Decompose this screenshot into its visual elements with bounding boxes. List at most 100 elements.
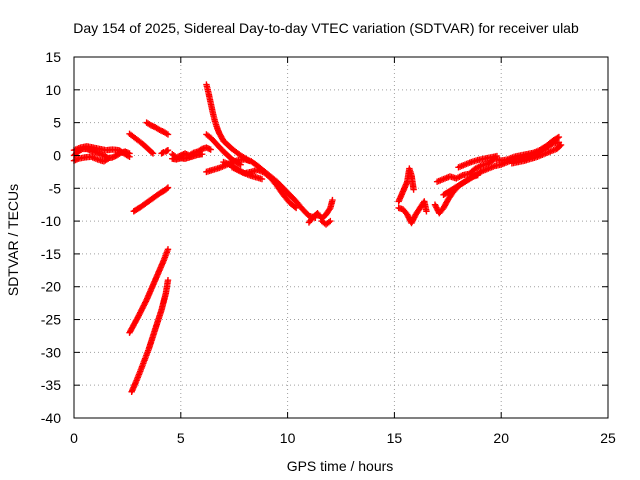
data-point: [326, 206, 333, 213]
y-tick-label: -5: [49, 180, 62, 196]
data-point: [163, 130, 170, 137]
y-tick-label: 5: [53, 115, 61, 131]
x-tick-label: 15: [387, 430, 403, 446]
data-point: [423, 208, 430, 215]
y-tick-label: -35: [41, 377, 61, 393]
data-point: [409, 218, 416, 225]
data-point: [126, 153, 133, 160]
data-point: [138, 306, 145, 314]
data-point: [404, 211, 411, 218]
data-point: [141, 300, 148, 308]
series-arc-25: [508, 141, 565, 167]
y-tick-label: 0: [53, 147, 61, 163]
series-arc-13: [203, 131, 244, 168]
y-axis-title: SDTVAR / TECUs: [5, 184, 21, 296]
series-arc-03: [70, 153, 112, 165]
series-arc-12: [203, 81, 253, 164]
data-point: [411, 214, 418, 221]
data-point: [136, 310, 143, 318]
data-point: [433, 205, 441, 213]
data-point: [235, 160, 243, 167]
series-arc-21: [433, 133, 563, 185]
data-point: [405, 214, 412, 221]
series-arc-02: [70, 143, 133, 160]
x-axis-title: GPS time / hours: [287, 458, 394, 474]
data-point: [140, 302, 147, 309]
data-point: [139, 305, 146, 312]
data-point: [135, 312, 142, 319]
series-arc-11: [169, 150, 206, 163]
series-arc-24: [455, 152, 501, 171]
y-tick-label: -40: [41, 410, 61, 426]
data-point: [163, 185, 171, 192]
data-point: [327, 217, 334, 225]
y-tick-label: -10: [41, 213, 61, 229]
series-arc-19: [395, 165, 417, 205]
y-tick-label: -15: [41, 246, 61, 262]
data-point: [103, 156, 110, 163]
series-arc-14: [203, 156, 319, 222]
data-point: [410, 215, 417, 222]
data-point: [164, 131, 172, 138]
data-point: [291, 203, 299, 211]
data-point: [409, 217, 417, 224]
grid: [74, 57, 608, 418]
data-point: [164, 276, 172, 284]
x-tick-label: 5: [177, 430, 185, 446]
data-point: [149, 150, 157, 157]
data-point: [431, 201, 439, 208]
series-arc-08: [126, 246, 172, 336]
series-arc-18: [318, 217, 334, 228]
data-point: [325, 218, 333, 226]
data-point: [493, 152, 501, 160]
x-tick-label: 10: [280, 430, 296, 446]
data-point: [124, 152, 132, 160]
data-point: [137, 308, 145, 315]
x-tick-label: 25: [600, 430, 616, 446]
data-point: [474, 171, 481, 179]
data-point: [137, 309, 144, 316]
data-point: [468, 174, 476, 181]
data-point: [134, 313, 142, 321]
x-tick-label: 20: [493, 430, 509, 446]
series-arc-06: [158, 147, 172, 157]
data-point: [104, 155, 112, 162]
tick-labels: 0 5 10 15 20 25 15 10 5 0 -5 -10 -15 -20 -25 -30 -35 -40: [41, 49, 616, 446]
series-arc-23: [431, 171, 481, 217]
series-arc-04: [126, 130, 157, 157]
data-point: [408, 219, 415, 227]
data-point: [258, 175, 266, 183]
series-arc-09: [128, 276, 172, 395]
data-point: [292, 204, 300, 212]
data-point: [164, 246, 172, 253]
y-tick-label: 10: [45, 82, 61, 98]
x-tick-label: 0: [70, 430, 78, 446]
data-point: [410, 186, 417, 193]
data-point: [432, 202, 439, 210]
data-point: [404, 212, 412, 220]
y-tick-label: 15: [45, 49, 61, 65]
data-point: [142, 299, 149, 306]
data-point: [329, 196, 336, 204]
data-point: [198, 150, 206, 158]
data-point: [433, 204, 440, 211]
data-point: [556, 142, 564, 150]
series-arc-07: [130, 184, 172, 215]
series-arc-05: [143, 119, 172, 138]
data-point: [547, 141, 555, 148]
series-arc-16: [228, 164, 300, 212]
plot-frame: [73, 56, 609, 419]
y-tick-label: -20: [41, 279, 61, 295]
data-point: [148, 149, 156, 156]
data-point: [557, 141, 565, 149]
data-point: [164, 184, 172, 191]
y-tick-label: -25: [41, 312, 61, 328]
data-marks: [70, 81, 565, 395]
series-arc-20: [395, 198, 430, 227]
axis-ticks: [73, 56, 609, 419]
data-point: [139, 303, 147, 311]
data-point: [164, 147, 172, 154]
chart-title: Day 154 of 2025, Sidereal Day-to-day VTE…: [73, 20, 579, 36]
data-point: [207, 146, 214, 153]
